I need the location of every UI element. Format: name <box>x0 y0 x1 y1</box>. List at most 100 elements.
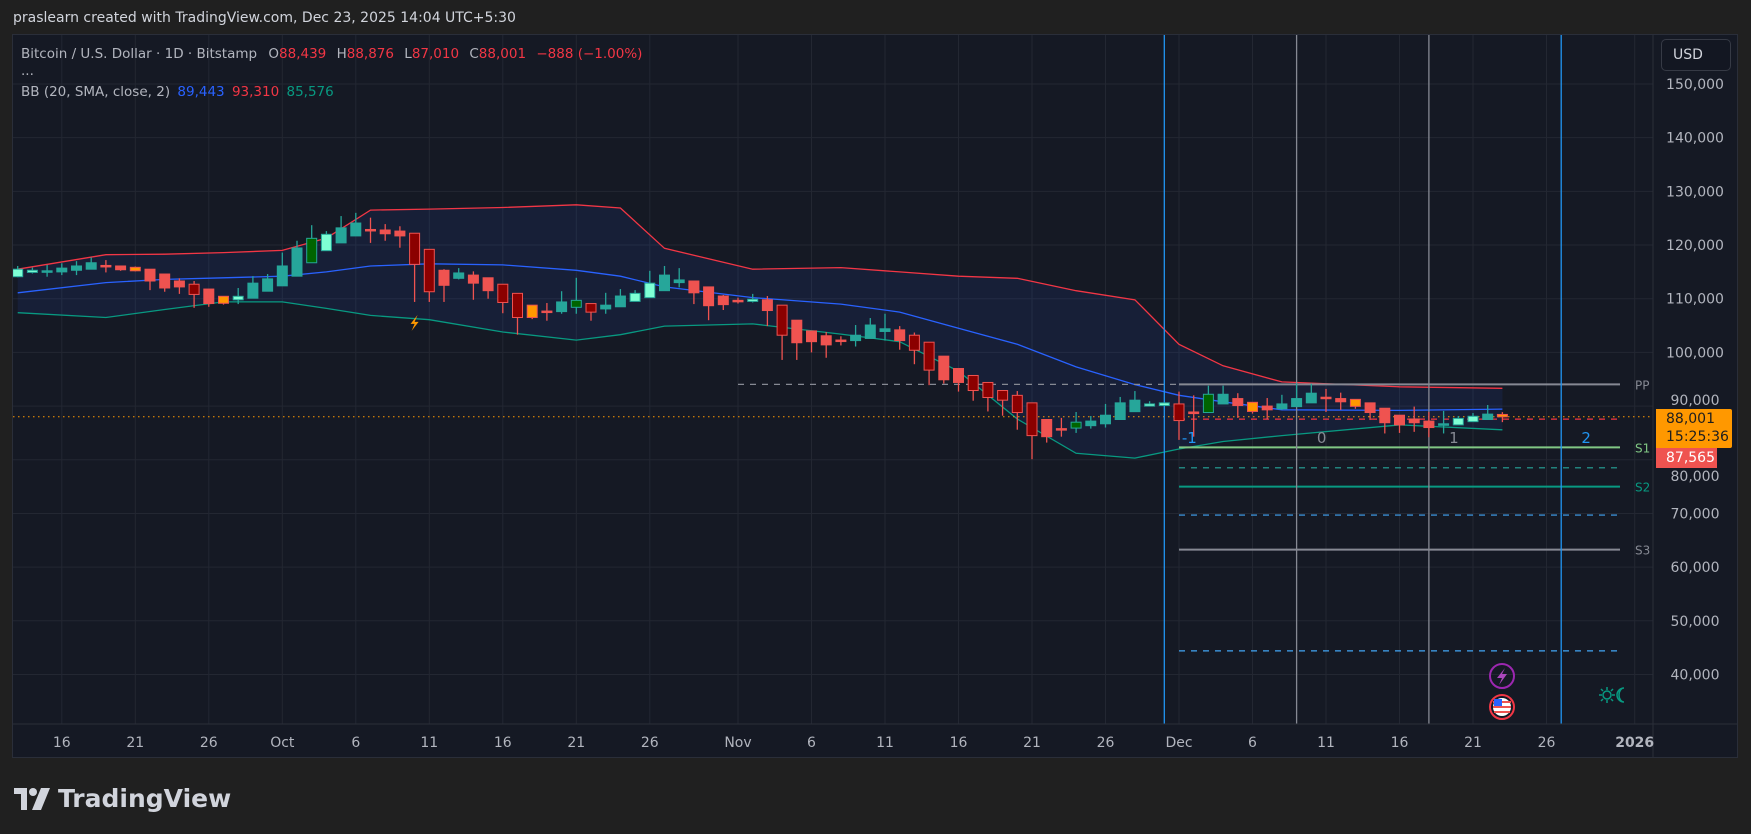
candle-body <box>1335 398 1347 403</box>
candle <box>1158 402 1170 407</box>
bb-basis-value: 89,443 <box>177 84 225 100</box>
candle <box>41 264 53 277</box>
bb-upper-line <box>17 204 1503 389</box>
price-tick-label: 120,000 <box>1666 238 1724 254</box>
candle <box>982 381 994 412</box>
candle-body <box>218 295 229 304</box>
candle-body <box>659 274 670 292</box>
candle-body <box>997 390 1009 401</box>
candle-body <box>379 229 391 235</box>
candle-body <box>688 280 700 294</box>
candle <box>453 268 465 280</box>
candle <box>144 268 156 291</box>
low-value: 87,010 <box>411 46 460 62</box>
candle <box>56 263 68 276</box>
candle-body <box>908 334 920 351</box>
time-tick-label: 16 <box>1391 735 1409 751</box>
candle <box>1496 412 1508 423</box>
price-tick-label: 140,000 <box>1666 131 1724 147</box>
candle-body <box>1349 398 1361 407</box>
candle <box>1276 394 1288 410</box>
lightning-icon[interactable] <box>1489 663 1515 689</box>
candle-body <box>335 227 347 244</box>
change-value: −888 (−1.00%) <box>536 46 643 62</box>
candle-body <box>247 282 259 299</box>
symbol-legend-row[interactable]: Bitcoin / U.S. Dollar · 1D · Bitstamp O8… <box>21 44 645 64</box>
pivot-label-s1: S1 P <box>1635 441 1661 455</box>
candle <box>291 240 303 277</box>
time-tick-label: 21 <box>1464 735 1482 751</box>
candle-body <box>864 324 876 339</box>
candle <box>614 289 626 308</box>
candle-body <box>526 304 538 319</box>
price-axis[interactable]: 150,000 140,000 130,000 120,000 110,000 100,0… <box>1666 77 1724 683</box>
cycle-number: 0 <box>1317 429 1327 447</box>
candle <box>100 260 112 273</box>
time-tick-label: 26 <box>641 735 659 751</box>
candle <box>1364 402 1376 421</box>
candle <box>997 390 1009 416</box>
more-button[interactable]: ... <box>21 63 34 79</box>
time-tick-label: 16 <box>950 735 968 751</box>
high-label: H <box>336 46 347 62</box>
logo-text: TradingView <box>58 784 232 813</box>
currency-button[interactable]: USD <box>1661 39 1731 71</box>
candle-body <box>276 265 288 287</box>
candle-body <box>115 265 127 271</box>
bb-lower-value: 85,576 <box>286 84 334 100</box>
candle-body <box>41 270 53 273</box>
candle <box>13 265 24 278</box>
tradingview-logo[interactable]: TradingView <box>14 784 231 813</box>
candle <box>1408 406 1420 432</box>
candle-body <box>614 295 626 308</box>
candle <box>335 216 347 244</box>
candle <box>1202 385 1214 414</box>
price-tick-label: 40,000 <box>1671 667 1720 683</box>
us-flag-icon[interactable] <box>1489 694 1515 720</box>
candle-body <box>806 330 817 343</box>
candle-body <box>585 303 597 313</box>
candle-body <box>850 334 862 342</box>
time-axis[interactable]: 16 21 26 Oct 6 11 16 21 26 Nov 6 11 16 21 26 Dec 6 11 16 21… <box>53 735 1654 751</box>
candle <box>262 274 274 292</box>
time-tick-label: 21 <box>1023 735 1041 751</box>
candle <box>761 296 773 327</box>
candle <box>879 313 891 341</box>
candle-body <box>26 269 38 273</box>
candle-body <box>541 310 553 314</box>
bb-upper-value: 93,310 <box>231 84 280 100</box>
candle <box>1026 402 1038 460</box>
candle-body <box>967 374 979 392</box>
candle <box>232 287 244 305</box>
time-tick-label: 26 <box>1097 735 1115 751</box>
time-tick-label: 11 <box>876 735 894 751</box>
bb-legend-row[interactable]: BB (20, SMA, close, 2) 89,443 93,310 85,… <box>21 82 645 102</box>
level-price-label: 87,565 <box>1656 448 1717 468</box>
sun-moon-icon[interactable] <box>1599 687 1625 703</box>
candle-body <box>717 295 729 306</box>
price-tick-label: 150,000 <box>1666 77 1724 93</box>
time-tick-label: Nov <box>724 735 751 751</box>
candle <box>1320 388 1332 412</box>
candle-body <box>497 283 509 303</box>
candle-body <box>71 265 82 271</box>
time-tick-label: 21 <box>567 735 585 751</box>
candle <box>732 297 744 304</box>
candle <box>115 265 127 271</box>
bar-countdown: 15:25:36 <box>1666 429 1729 445</box>
candle-body <box>1070 421 1082 429</box>
candle <box>673 268 685 288</box>
candle-body <box>982 381 994 398</box>
candle <box>423 248 435 302</box>
chart-panel[interactable] <box>12 34 1738 758</box>
candle <box>1011 391 1023 430</box>
candle <box>1291 383 1303 408</box>
candle <box>835 336 847 346</box>
candle-body <box>423 248 435 293</box>
candle <box>850 325 862 347</box>
candle <box>218 295 229 305</box>
candle-body <box>600 304 612 310</box>
candle-body <box>1364 402 1376 414</box>
candle-body <box>953 368 964 383</box>
